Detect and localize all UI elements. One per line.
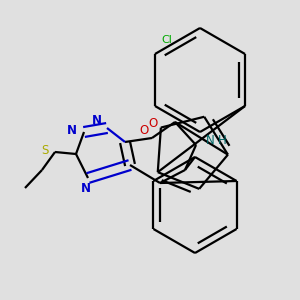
Text: N: N [92, 113, 102, 127]
Text: O: O [140, 124, 148, 136]
Text: O: O [148, 117, 158, 130]
Text: Cl: Cl [161, 35, 172, 45]
Text: N: N [67, 124, 77, 136]
Text: N: N [81, 182, 91, 194]
Text: S: S [41, 143, 49, 157]
Text: N: N [206, 134, 214, 148]
Text: H: H [218, 134, 226, 148]
